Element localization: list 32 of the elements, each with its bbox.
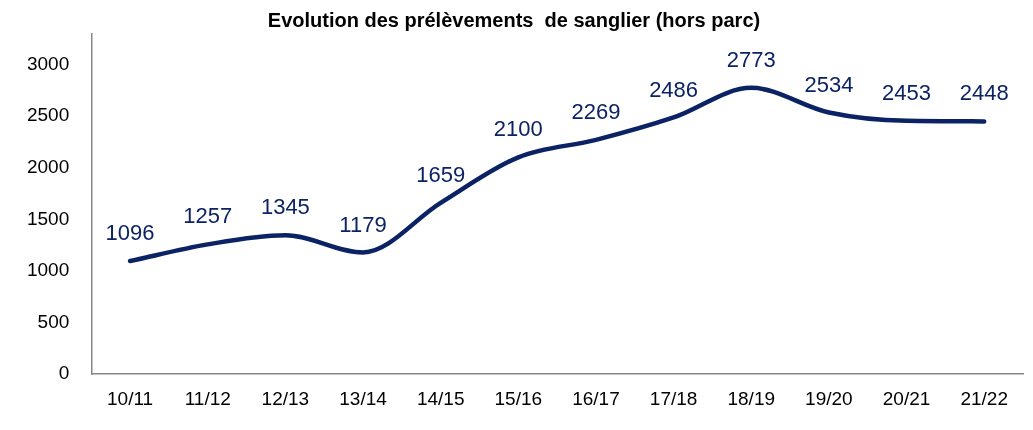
data-label: 1257 <box>183 203 233 229</box>
x-tick-label: 11/12 <box>184 387 231 409</box>
chart-title: Evolution des prélèvements de sanglier (hors parc) <box>267 8 761 31</box>
x-tick-label: 16/17 <box>572 387 620 409</box>
x-tick-label: 10/11 <box>107 387 154 409</box>
y-tick-label: 1000 <box>26 259 70 281</box>
data-label: 2448 <box>959 80 1009 106</box>
x-tick-label: 18/19 <box>727 387 776 409</box>
data-label: 2534 <box>804 71 854 97</box>
data-label: 2486 <box>649 76 699 102</box>
data-label: 2453 <box>882 79 932 105</box>
y-tick-label: 1500 <box>26 207 70 229</box>
data-label: 2773 <box>726 46 776 72</box>
data-label: 2269 <box>571 98 621 124</box>
x-tick-label: 17/18 <box>649 387 698 409</box>
data-label: 2100 <box>493 116 543 142</box>
data-label: 1179 <box>339 211 387 237</box>
x-tick-label: 15/16 <box>494 387 543 409</box>
y-tick-label: 0 <box>58 362 70 384</box>
y-tick-label: 500 <box>37 310 70 332</box>
x-tick-label: 13/14 <box>339 387 388 409</box>
x-tick-label: 12/13 <box>261 387 310 409</box>
y-tick-label: 3000 <box>26 52 70 74</box>
x-tick-label: 20/21 <box>882 387 931 409</box>
x-tick-label: 19/20 <box>805 387 853 409</box>
data-label: 1345 <box>260 194 310 220</box>
x-tick-label: 14/15 <box>416 387 465 409</box>
data-label: 1659 <box>416 161 466 187</box>
x-tick-label: 21/22 <box>960 387 1008 409</box>
y-tick-label: 2000 <box>26 155 70 177</box>
data-label: 1096 <box>105 220 155 246</box>
y-tick-label: 2500 <box>26 104 70 126</box>
